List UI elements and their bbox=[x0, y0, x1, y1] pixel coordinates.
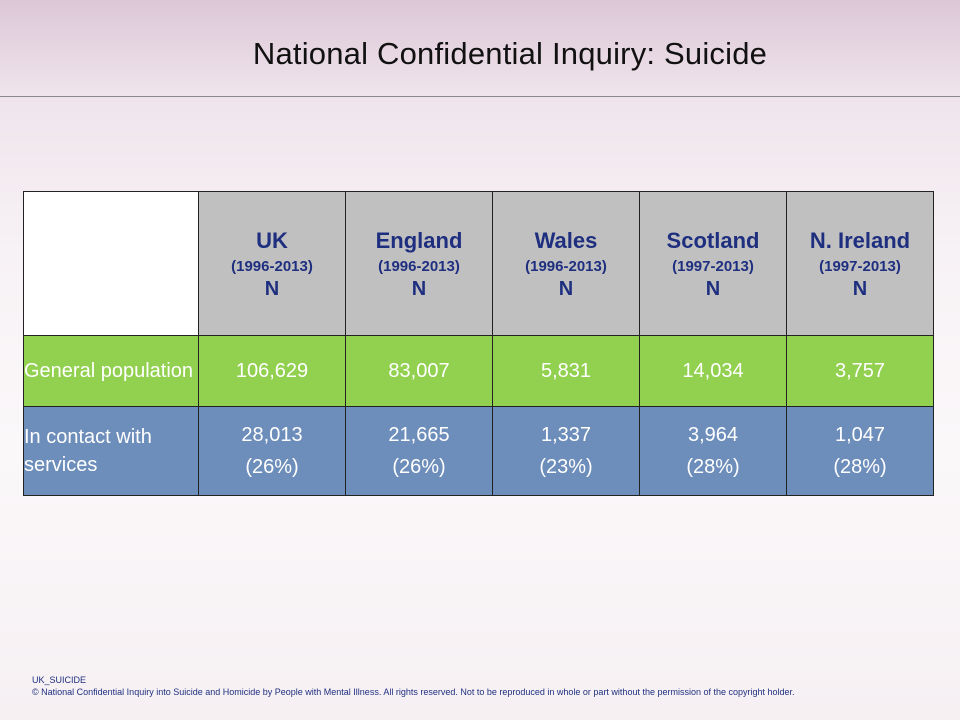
column-name: N. Ireland bbox=[809, 227, 911, 253]
table-cell-uk: 106,629 bbox=[198, 335, 346, 407]
cell-percentage: (28%) bbox=[686, 456, 740, 478]
column-header-uk: UK (1996-2013) N bbox=[198, 191, 346, 336]
column-years: (1996-2013) bbox=[378, 257, 460, 275]
page-title: National Confidential Inquiry: Suicide bbox=[252, 36, 768, 71]
table-corner-cell bbox=[23, 191, 199, 336]
footer-copyright: © National Confidential Inquiry into Sui… bbox=[32, 686, 795, 697]
cell-value: 21,665 bbox=[388, 424, 450, 446]
column-name: UK bbox=[256, 227, 288, 253]
cell-value: 1,337 bbox=[540, 424, 592, 446]
footer: UK_SUICIDE © National Confidential Inqui… bbox=[32, 675, 795, 698]
table-cell-england: 21,665 (26%) bbox=[345, 406, 493, 496]
cell-value: 28,013 bbox=[241, 424, 303, 446]
cell-percentage: (23%) bbox=[539, 456, 593, 478]
table-cell-wales: 1,337 (23%) bbox=[492, 406, 640, 496]
cell-value: 14,034 bbox=[682, 360, 744, 382]
row-label: In contact with services bbox=[23, 406, 199, 496]
table-cell-scotland: 14,034 bbox=[639, 335, 787, 407]
table-header-row: UK (1996-2013) N England (1996-2013) N W… bbox=[23, 191, 934, 336]
row-label: General population bbox=[23, 335, 199, 407]
column-header-n-ireland: N. Ireland (1997-2013) N bbox=[786, 191, 934, 336]
column-header-scotland: Scotland (1997-2013) N bbox=[639, 191, 787, 336]
cell-percentage: (28%) bbox=[833, 456, 887, 478]
column-unit: N bbox=[411, 277, 427, 300]
column-name: Scotland bbox=[666, 227, 760, 253]
cell-percentage: (26%) bbox=[245, 456, 299, 478]
table-cell-n-ireland: 1,047 (28%) bbox=[786, 406, 934, 496]
column-unit: N bbox=[852, 277, 868, 300]
column-unit: N bbox=[558, 277, 574, 300]
column-name: England bbox=[375, 227, 463, 253]
footer-code: UK_SUICIDE bbox=[32, 675, 87, 685]
cell-value: 3,757 bbox=[834, 360, 886, 382]
column-years: (1997-2013) bbox=[819, 257, 901, 275]
column-years: (1996-2013) bbox=[525, 257, 607, 275]
column-unit: N bbox=[264, 277, 280, 300]
table-cell-uk: 28,013 (26%) bbox=[198, 406, 346, 496]
table-cell-england: 83,007 bbox=[345, 335, 493, 407]
data-table: UK (1996-2013) N England (1996-2013) N W… bbox=[23, 191, 934, 496]
title-divider bbox=[0, 96, 960, 97]
table-row-general-population: General population 106,629 83,007 5,831 … bbox=[23, 335, 934, 407]
table-cell-scotland: 3,964 (28%) bbox=[639, 406, 787, 496]
column-unit: N bbox=[705, 277, 721, 300]
cell-value: 5,831 bbox=[540, 360, 592, 382]
table-cell-n-ireland: 3,757 bbox=[786, 335, 934, 407]
column-name: Wales bbox=[534, 227, 598, 253]
column-years: (1997-2013) bbox=[672, 257, 754, 275]
column-years: (1996-2013) bbox=[231, 257, 313, 275]
cell-percentage: (26%) bbox=[392, 456, 446, 478]
cell-value: 1,047 bbox=[834, 424, 886, 446]
cell-value: 3,964 bbox=[687, 424, 739, 446]
column-header-england: England (1996-2013) N bbox=[345, 191, 493, 336]
table-cell-wales: 5,831 bbox=[492, 335, 640, 407]
column-header-wales: Wales (1996-2013) N bbox=[492, 191, 640, 336]
cell-value: 83,007 bbox=[388, 360, 450, 382]
cell-value: 106,629 bbox=[235, 360, 309, 382]
table-row-in-contact-with-services: In contact with services 28,013 (26%) 21… bbox=[23, 406, 934, 496]
